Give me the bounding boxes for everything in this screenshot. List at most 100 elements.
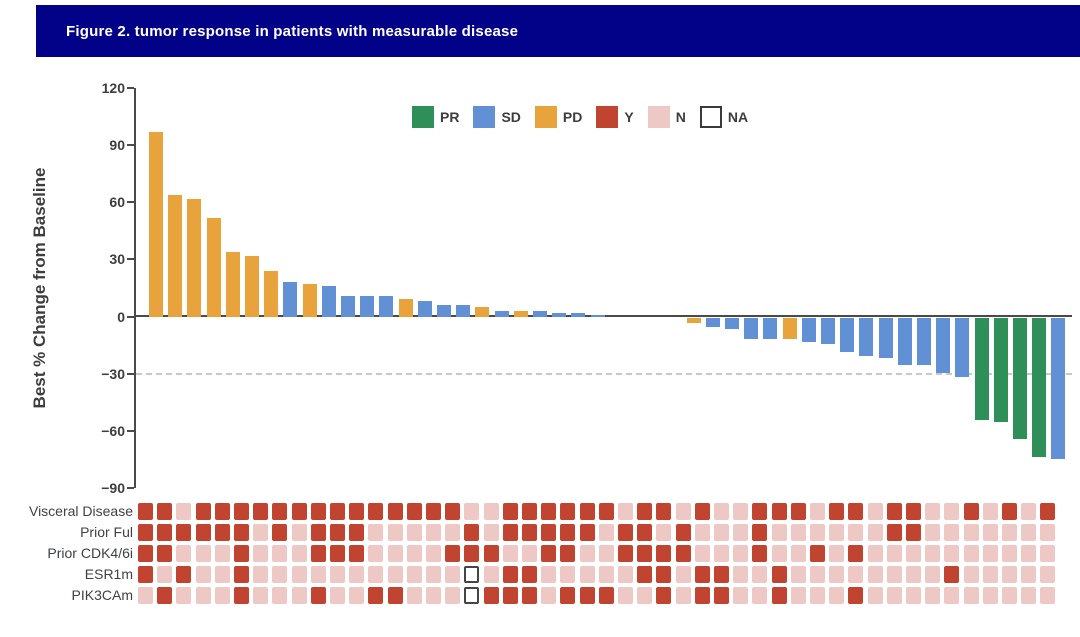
bar-patient-21-SD xyxy=(533,310,547,317)
legend-swatch-PR xyxy=(412,106,434,128)
legend-label-PD: PD xyxy=(562,109,583,125)
bar-patient-7-PD xyxy=(264,270,279,317)
marker-cell-r3-c22-Y xyxy=(541,545,557,562)
marker-cell-r1-c34-Y xyxy=(771,503,787,520)
marker-cell-r5-c22-N xyxy=(541,587,557,604)
marker-cell-r4-c20-Y xyxy=(502,566,518,583)
marker-cell-r2-c25-N xyxy=(598,524,614,541)
marker-cell-r1-c24-Y xyxy=(579,503,595,520)
marker-cell-r3-c5-N xyxy=(214,545,230,562)
marker-cell-r3-c31-N xyxy=(714,545,729,562)
marker-cell-r3-c34-N xyxy=(771,545,787,562)
marker-cell-r2-c21-Y xyxy=(522,524,537,541)
marker-cell-r5-c10-Y xyxy=(310,587,326,604)
bar-patient-42-SD xyxy=(936,317,951,373)
marker-cell-r2-c35-N xyxy=(790,524,806,541)
marker-cell-r1-c40-Y xyxy=(886,503,902,520)
marker-cell-r5-c38-Y xyxy=(848,587,864,604)
marker-cell-r4-c39-N xyxy=(867,566,883,583)
marker-cell-r4-c27-Y xyxy=(637,566,653,583)
y-tick-mark-30 xyxy=(127,258,134,261)
marker-cell-r5-c6-Y xyxy=(234,587,249,604)
marker-cell-r2-c41-Y xyxy=(906,524,921,541)
marker-cell-r4-c45-N xyxy=(982,566,998,583)
marker-cell-r4-c48-N xyxy=(1040,566,1056,583)
marker-cell-r1-c27-Y xyxy=(637,503,653,520)
marker-cell-r4-c23-N xyxy=(560,566,576,583)
marker-cell-r3-c39-N xyxy=(867,545,883,562)
marker-cell-r5-c18-NA xyxy=(464,587,480,604)
y-axis-line xyxy=(134,88,136,488)
marker-cell-r3-c40-N xyxy=(886,545,902,562)
marker-cell-r5-c11-N xyxy=(330,587,345,604)
marker-cell-r4-c33-N xyxy=(752,566,768,583)
y-tick-mark-90 xyxy=(127,144,134,147)
marker-cell-r2-c28-N xyxy=(656,524,672,541)
bar-patient-34-PD xyxy=(782,317,797,339)
marker-cell-r1-c2-Y xyxy=(157,503,173,520)
marker-cell-r3-c44-N xyxy=(963,545,979,562)
marker-cell-r4-c7-N xyxy=(253,566,269,583)
marker-row-label-pik3cam: PIK3CAm xyxy=(71,587,133,603)
marker-cell-r4-c43-Y xyxy=(944,566,960,583)
legend-item-Y: Y xyxy=(596,106,634,128)
marker-cell-r1-c46-Y xyxy=(1002,503,1017,520)
marker-cell-r4-c19-N xyxy=(483,566,499,583)
marker-cell-r1-c18-N xyxy=(464,503,480,520)
marker-cell-r1-c14-Y xyxy=(387,503,403,520)
marker-cell-r1-c5-Y xyxy=(214,503,230,520)
marker-cell-r4-c4-N xyxy=(195,566,211,583)
marker-cell-r2-c44-N xyxy=(963,524,979,541)
marker-cell-r2-c2-Y xyxy=(157,524,173,541)
bar-patient-46-PR xyxy=(1013,317,1027,440)
marker-cell-r3-c7-N xyxy=(253,545,269,562)
y-tick-label-30: 30 xyxy=(109,251,125,268)
y-tick-label-0: 0 xyxy=(117,308,125,325)
marker-cell-r3-c12-Y xyxy=(349,545,365,562)
marker-cell-r5-c9-N xyxy=(291,587,307,604)
marker-cell-r1-c35-Y xyxy=(790,503,806,520)
bar-patient-18-PD xyxy=(475,307,490,317)
marker-cell-r4-c32-N xyxy=(733,566,749,583)
legend-label-PR: PR xyxy=(440,109,460,125)
marker-cell-r5-c46-N xyxy=(1002,587,1017,604)
marker-cell-r4-c1-Y xyxy=(138,566,153,583)
marker-cell-r3-c45-N xyxy=(982,545,998,562)
marker-cell-r5-c2-Y xyxy=(157,587,173,604)
marker-cell-r1-c42-N xyxy=(925,503,941,520)
marker-cell-r5-c36-N xyxy=(810,587,825,604)
marker-cell-r2-c18-Y xyxy=(464,524,480,541)
marker-cell-r3-c43-N xyxy=(944,545,960,562)
y-tick-label-60: 60 xyxy=(109,194,125,211)
y-tick-label--30: −30 xyxy=(101,365,125,382)
marker-cell-r2-c24-Y xyxy=(579,524,595,541)
marker-cell-r5-c21-Y xyxy=(522,587,537,604)
bar-patient-41-SD xyxy=(917,317,931,366)
marker-cell-r2-c9-N xyxy=(291,524,307,541)
legend-swatch-Y xyxy=(596,106,619,128)
marker-cell-r4-c6-Y xyxy=(234,566,249,583)
marker-cell-r4-c37-N xyxy=(829,566,845,583)
bar-patient-16-SD xyxy=(437,305,451,317)
marker-cell-r4-c17-N xyxy=(445,566,461,583)
marker-cell-r5-c30-Y xyxy=(694,587,710,604)
marker-cell-r1-c37-Y xyxy=(829,503,845,520)
marker-cell-r4-c8-N xyxy=(272,566,288,583)
bar-patient-44-PR xyxy=(974,317,989,421)
marker-cell-r3-c38-Y xyxy=(848,545,864,562)
marker-cell-r4-c16-N xyxy=(426,566,441,583)
bar-patient-19-SD xyxy=(494,310,509,317)
legend-label-SD: SD xyxy=(501,109,521,125)
marker-cell-r3-c26-Y xyxy=(618,545,633,562)
marker-cell-r5-c16-N xyxy=(426,587,441,604)
bar-patient-8-SD xyxy=(283,282,298,317)
bar-patient-17-SD xyxy=(456,305,471,317)
marker-cell-r2-c14-N xyxy=(387,524,403,541)
marker-cell-r2-c38-N xyxy=(848,524,864,541)
marker-cell-r4-c42-N xyxy=(925,566,941,583)
marker-cell-r5-c35-N xyxy=(790,587,806,604)
bar-patient-45-PR xyxy=(993,317,1008,423)
marker-cell-r3-c28-Y xyxy=(656,545,672,562)
marker-cell-r3-c24-N xyxy=(579,545,595,562)
marker-cell-r5-c1-N xyxy=(138,587,153,604)
